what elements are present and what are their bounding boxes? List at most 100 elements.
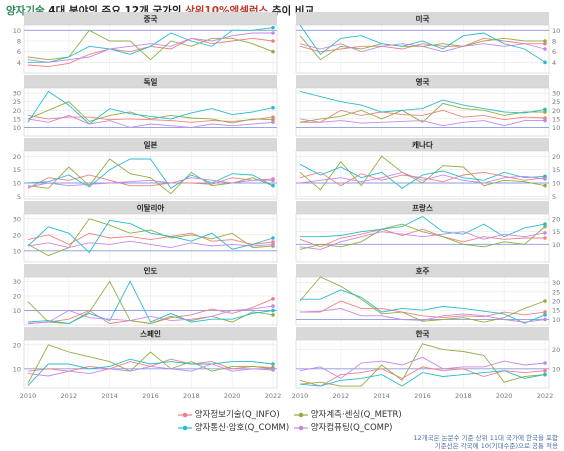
footnote: 12개국은 논문수 기준 상위 11대 국가에 한국을 포함 기준선은 각국에 … xyxy=(413,434,558,450)
legend-swatch-q-comm xyxy=(178,425,192,430)
panel-strip xyxy=(296,12,549,25)
series-end-point-q-info xyxy=(271,297,275,301)
panel-strip xyxy=(24,12,277,25)
x-tick-label: 2016 xyxy=(142,392,159,400)
panel-2: 미국 4 6 8 10 xyxy=(295,12,560,74)
panel-strip xyxy=(24,75,277,88)
series-end-point-q-comp xyxy=(543,317,547,322)
panel-title: 호주 xyxy=(416,266,430,276)
y-tick-label: 30 xyxy=(13,278,21,286)
series-end-point-q-info xyxy=(543,236,547,240)
panel-title: 캐나다 xyxy=(412,140,433,150)
series-line-q-comm xyxy=(27,90,274,125)
series-end-point-q-metr xyxy=(543,299,547,303)
panel-9: 인도 10 20 30 xyxy=(13,264,278,326)
series-line-q-info xyxy=(27,232,274,245)
series-line-q-comp xyxy=(27,114,274,128)
series-end-point-q-metr xyxy=(543,224,547,229)
x-tick-label: 2022 xyxy=(537,392,554,400)
series-line-q-comp xyxy=(27,177,273,188)
series-end-point-q-comm xyxy=(271,308,275,313)
y-tick-label: 4 xyxy=(17,59,21,67)
series-end-point-q-info xyxy=(543,310,547,314)
series-line-q-comm xyxy=(27,219,274,254)
series-end-point-q-comm xyxy=(543,313,547,317)
panel-strip xyxy=(24,138,277,151)
series-line-q-info xyxy=(299,171,546,187)
series-line-q-comm xyxy=(300,215,546,238)
x-tick-label: 2022 xyxy=(265,392,282,400)
x-tick-label: 2014 xyxy=(101,392,118,400)
y-tick-label: 5 xyxy=(17,193,21,201)
series-end-point-q-info xyxy=(271,39,275,43)
y-tick-label: 20 xyxy=(552,298,560,306)
panel-strip xyxy=(24,264,277,277)
y-tick-label: 10 xyxy=(13,247,21,255)
series-end-point-q-comp xyxy=(543,361,547,365)
y-tick-label: 30 xyxy=(13,215,21,223)
y-tick-label: 30 xyxy=(552,279,560,287)
y-tick-label: 10 xyxy=(552,180,560,188)
y-tick-label: 20 xyxy=(552,346,560,354)
panel-strip xyxy=(296,327,549,340)
y-tick-label: 10 xyxy=(13,180,21,188)
series-end-point-q-metr xyxy=(271,313,275,317)
series-line-q-metr xyxy=(299,223,546,250)
y-tick-label: 15 xyxy=(552,228,560,236)
y-tick-label: 10 xyxy=(552,365,560,373)
series-end-point-q-comm xyxy=(271,183,275,188)
series-line-q-info xyxy=(27,114,274,123)
panel-title: 인도 xyxy=(144,266,158,276)
y-tick-label: 15 xyxy=(13,166,21,174)
y-tick-label: 10 xyxy=(552,124,560,132)
y-tick-label: 10 xyxy=(13,365,21,373)
series-end-point-q-metr xyxy=(543,39,547,43)
series-end-point-q-comm xyxy=(543,174,547,179)
x-tick-label: 2018 xyxy=(455,392,472,400)
x-tick-label: 2012 xyxy=(61,392,78,400)
series-end-point-q-comp xyxy=(271,304,275,308)
panel-7: 이탈리아 10 20 30 xyxy=(13,201,278,263)
series-line-q-metr xyxy=(299,102,545,123)
y-tick-label: 15 xyxy=(13,115,21,123)
y-tick-label: 20 xyxy=(552,107,560,115)
y-tick-label: 25 xyxy=(552,288,560,296)
y-tick-label: 20 xyxy=(13,292,21,300)
series-end-point-q-comm xyxy=(543,107,547,112)
y-tick-label: 6 xyxy=(552,48,556,56)
series-line-q-info xyxy=(27,174,274,189)
series-line-q-info xyxy=(300,109,546,123)
legend-swatch-q-info xyxy=(178,412,192,417)
legend-swatch-q-metr xyxy=(294,412,308,417)
x-tick-label: 2012 xyxy=(333,392,350,400)
legend-label-q-comm: 양자통신·암호(Q_COMM) xyxy=(194,423,290,433)
panel-strip xyxy=(24,201,277,214)
series-line-q-comp xyxy=(27,240,274,249)
series-line-q-comm xyxy=(27,280,274,324)
legend-label-q-info: 양자정보기술(Q_INFO) xyxy=(194,410,280,420)
series-end-point-q-comm xyxy=(271,236,275,240)
legend-swatch-q-comp xyxy=(294,425,308,430)
y-tick-label: 10 xyxy=(552,241,560,249)
series-end-point-q-metr xyxy=(543,110,547,114)
panel-title: 미국 xyxy=(416,14,430,24)
panel-title: 이탈리아 xyxy=(137,203,165,213)
series-line-q-metr xyxy=(27,344,274,384)
y-tick-label: 20 xyxy=(13,153,21,161)
series-line-q-metr xyxy=(27,101,274,124)
y-tick-label: 30 xyxy=(13,90,21,98)
series-line-q-comp xyxy=(27,305,274,324)
y-tick-label: 25 xyxy=(552,98,560,106)
series-line-q-comm xyxy=(27,158,274,189)
y-tick-label: 20 xyxy=(13,341,21,349)
series-end-point-q-comm xyxy=(543,222,547,226)
series-end-point-q-comp xyxy=(271,120,275,125)
series-end-point-q-comm xyxy=(543,60,547,65)
y-tick-label: 15 xyxy=(552,166,560,174)
y-tick-label: 10 xyxy=(13,27,21,35)
panel-title: 중국 xyxy=(144,15,158,24)
